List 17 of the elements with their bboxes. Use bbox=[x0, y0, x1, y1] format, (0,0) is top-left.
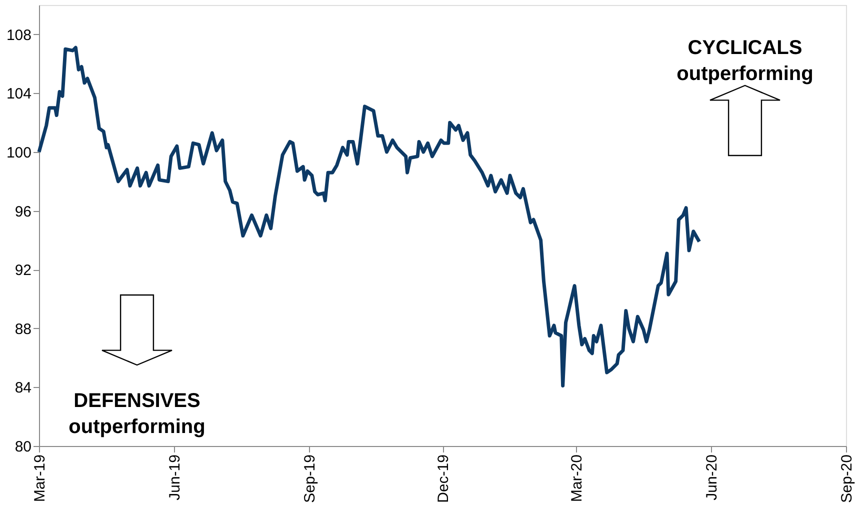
y-tick-label: 100 bbox=[6, 144, 32, 162]
x-tick-label: Sep-20 bbox=[838, 454, 856, 503]
x-tick-label: Jun-19 bbox=[166, 454, 184, 500]
y-tick-label: 92 bbox=[14, 262, 32, 280]
y-tick-label: 88 bbox=[14, 320, 32, 338]
x-tick-label: Sep-19 bbox=[301, 454, 318, 503]
annotation: DEFENSIVES outperforming bbox=[68, 390, 206, 438]
x-tick-label: Mar-19 bbox=[32, 454, 48, 502]
y-tick-label: 96 bbox=[14, 203, 32, 220]
y-tick-label: 104 bbox=[6, 86, 32, 103]
x-tick-label: Jun-20 bbox=[704, 454, 721, 500]
y-tick-label: 108 bbox=[6, 26, 32, 44]
y-tick-label: 84 bbox=[14, 380, 32, 397]
y-tick-label: 80 bbox=[14, 438, 32, 456]
x-tick-label: Dec-19 bbox=[435, 454, 452, 503]
x-tick-label: Mar-20 bbox=[568, 454, 586, 502]
annotation: CYCLICALS outperforming bbox=[676, 37, 814, 85]
